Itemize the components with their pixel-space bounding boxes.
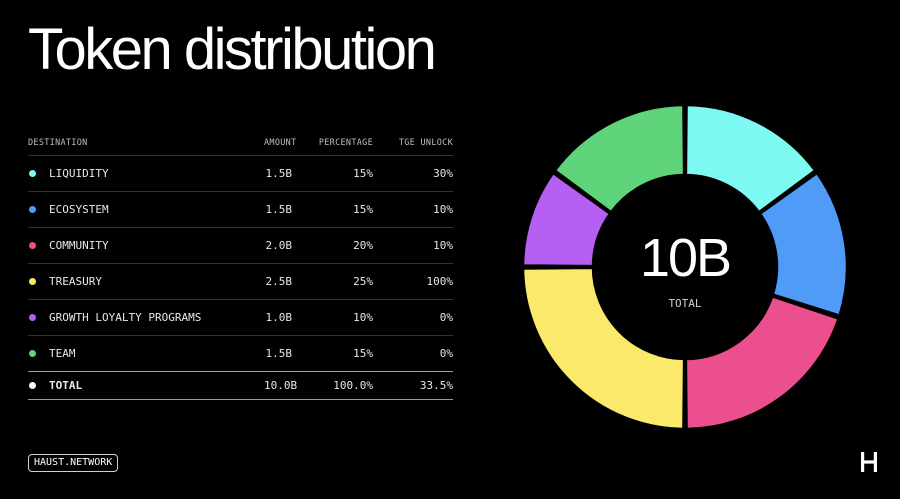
donut-slice-community — [684, 295, 840, 431]
row-percentage: 15% — [353, 347, 373, 360]
donut-slice-ecosystem — [758, 171, 849, 317]
row-percentage: 20% — [353, 239, 373, 252]
row-tge-unlock: 0% — [439, 347, 453, 360]
row-tge-unlock: 30% — [433, 167, 453, 180]
donut-slice-liquidity — [684, 103, 817, 214]
donut-slice-treasury — [521, 266, 686, 431]
distribution-table: DESTINATION AMOUNT PERCENTAGE TGE UNLOCK… — [28, 131, 453, 400]
haust-h-logo-icon — [861, 452, 877, 472]
table-row: GROWTH LOYALTY PROGRAMS 1.0B 10% 0% — [28, 300, 453, 336]
header-destination: DESTINATION — [28, 138, 88, 148]
table-row: COMMUNITY 2.0B 20% 10% — [28, 228, 453, 264]
table-row: TEAM 1.5B 15% 0% — [28, 336, 453, 372]
row-tge-unlock: 0% — [439, 311, 453, 324]
legend-dot-liquidity — [29, 170, 36, 177]
donut-center-label: TOTAL — [668, 297, 702, 310]
legend-dot-treasury — [29, 278, 36, 285]
header-amount: AMOUNT — [264, 138, 297, 148]
row-percentage: 10% — [353, 311, 373, 324]
row-percentage: 25% — [353, 275, 373, 288]
total-amount: 10.0B — [264, 379, 298, 392]
legend-dot-total — [29, 382, 36, 389]
table-row: TREASURY 2.5B 25% 100% — [28, 264, 453, 300]
page-title: Token distribution — [28, 17, 437, 82]
row-percentage: 15% — [353, 203, 373, 216]
donut-slice-team — [553, 103, 686, 214]
donut-slice-growth-loyalty-programs — [521, 171, 612, 268]
total-percentage: 100.0% — [333, 379, 373, 392]
donut-center-value: 10B — [639, 228, 732, 288]
row-tge-unlock: 10% — [433, 203, 453, 216]
row-destination: ECOSYSTEM — [49, 203, 109, 216]
legend-dot-ecosystem — [29, 206, 36, 213]
total-label: TOTAL — [49, 379, 83, 392]
row-amount: 1.5B — [265, 203, 293, 216]
row-destination: COMMUNITY — [49, 239, 109, 252]
legend-dot-team — [29, 350, 36, 357]
row-tge-unlock: 100% — [426, 275, 454, 288]
header-tge-unlock: TGE UNLOCK — [398, 138, 453, 148]
row-amount: 1.0B — [265, 311, 293, 324]
row-destination: TEAM — [49, 347, 76, 360]
header-percentage: PERCENTAGE — [318, 138, 373, 148]
legend-dot-growth-loyalty-programs — [29, 314, 36, 321]
row-amount: 2.0B — [265, 239, 293, 252]
table-total-row: TOTAL 10.0B 100.0% 33.5% — [28, 371, 453, 400]
row-destination: LIQUIDITY — [49, 167, 109, 180]
donut-chart — [521, 103, 849, 431]
row-amount: 1.5B — [265, 167, 293, 180]
row-destination: TREASURY — [49, 275, 102, 288]
table-row: LIQUIDITY 1.5B 15% 30% — [28, 156, 453, 192]
row-amount: 2.5B — [265, 275, 293, 288]
table-header: DESTINATION AMOUNT PERCENTAGE TGE UNLOCK — [28, 131, 453, 156]
haust-network-badge: HAUST.NETWORK — [28, 454, 119, 472]
row-percentage: 15% — [353, 167, 373, 180]
total-tge-unlock: 33.5% — [419, 379, 453, 392]
row-amount: 1.5B — [265, 347, 293, 360]
row-destination: GROWTH LOYALTY PROGRAMS — [49, 311, 202, 324]
row-tge-unlock: 10% — [433, 239, 453, 252]
legend-dot-community — [29, 242, 36, 249]
table-row: ECOSYSTEM 1.5B 15% 10% — [28, 192, 453, 228]
